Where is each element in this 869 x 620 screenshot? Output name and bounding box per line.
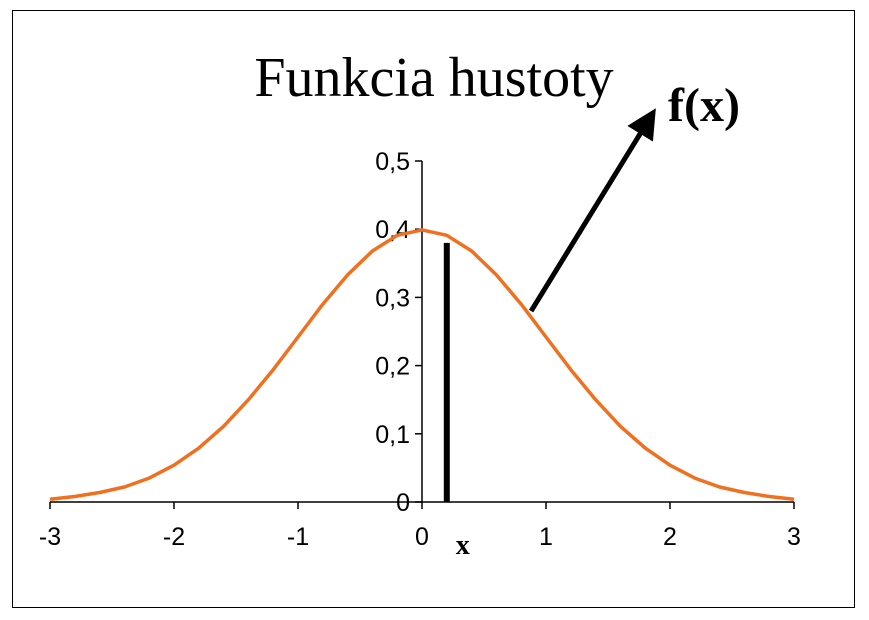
x-tick-label: 0 (415, 523, 429, 551)
y-tick-label: 0,1 (375, 421, 410, 449)
y-tick-label: 0 (396, 489, 410, 517)
x-ticks: -3 -2 -1 0 1 2 3 (39, 502, 801, 551)
y-tick-label: 0,2 (375, 353, 410, 381)
x-tick-label: 1 (539, 523, 553, 551)
y-tick-label: 0,3 (375, 284, 410, 312)
chart-title: Funkcia hustoty (254, 47, 613, 109)
x-tick-label: 3 (787, 523, 801, 551)
axes (50, 161, 794, 503)
density-chart: Funkcia hustoty 00,10,20,30,40,5 -3 -2 -1 0… (39, 47, 801, 561)
chart-frame: Funkcia hustoty 0 0,1 0,2 0,3 0,4 0,5 -3 -2 -1 0… (12, 10, 855, 608)
x-tick-label: 2 (663, 523, 677, 551)
x-tick-label: -3 (39, 523, 61, 551)
x-marker-label: x (456, 530, 470, 561)
y-tick-label: 0,5 (375, 148, 410, 176)
x-tick-label: -1 (287, 523, 309, 551)
x-tick-label: -2 (163, 523, 185, 551)
fx-label: f(x) (668, 79, 740, 132)
density-curve (49, 228, 795, 502)
fx-arrow (528, 108, 656, 313)
y-ticks: 00,10,20,30,40,5 (375, 148, 422, 517)
